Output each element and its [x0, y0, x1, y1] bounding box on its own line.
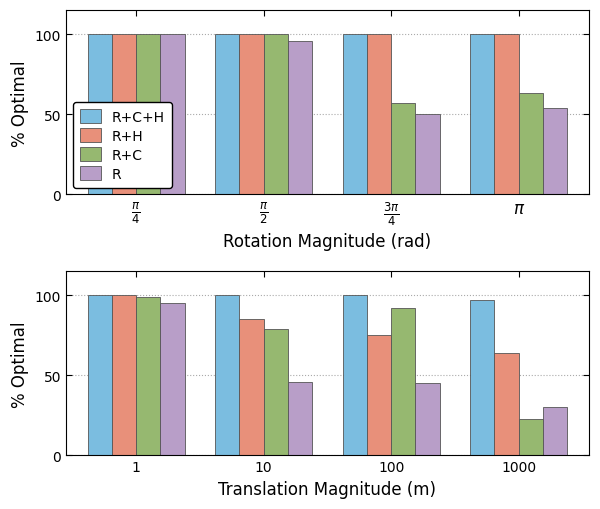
Bar	[470, 300, 494, 456]
Bar	[367, 35, 391, 195]
Bar	[343, 35, 367, 195]
Bar	[343, 296, 367, 456]
Bar	[136, 35, 160, 195]
Bar	[543, 109, 567, 195]
Bar	[288, 382, 312, 456]
Bar	[494, 353, 519, 456]
Bar	[415, 384, 440, 456]
Bar	[519, 419, 543, 456]
Bar	[160, 35, 185, 195]
Bar	[160, 303, 185, 456]
Y-axis label: % Optimal: % Optimal	[11, 321, 29, 407]
Bar	[112, 296, 136, 456]
Bar	[88, 35, 112, 195]
Bar	[494, 35, 519, 195]
Bar	[415, 115, 440, 195]
X-axis label: Rotation Magnitude (rad): Rotation Magnitude (rad)	[223, 233, 431, 251]
Bar	[391, 104, 415, 195]
Bar	[543, 408, 567, 456]
Bar	[519, 94, 543, 195]
Bar	[391, 308, 415, 456]
Legend: R+C+H, R+H, R+C, R: R+C+H, R+H, R+C, R	[73, 103, 172, 188]
Bar	[263, 329, 288, 456]
Bar	[88, 296, 112, 456]
Bar	[136, 297, 160, 456]
Bar	[367, 335, 391, 456]
Bar	[215, 296, 239, 456]
Bar	[239, 35, 263, 195]
Bar	[470, 35, 494, 195]
Bar	[288, 42, 312, 195]
Bar	[215, 35, 239, 195]
Bar	[112, 35, 136, 195]
Y-axis label: % Optimal: % Optimal	[11, 60, 29, 146]
Bar	[239, 320, 263, 456]
Bar	[263, 35, 288, 195]
X-axis label: Translation Magnitude (m): Translation Magnitude (m)	[218, 480, 436, 498]
